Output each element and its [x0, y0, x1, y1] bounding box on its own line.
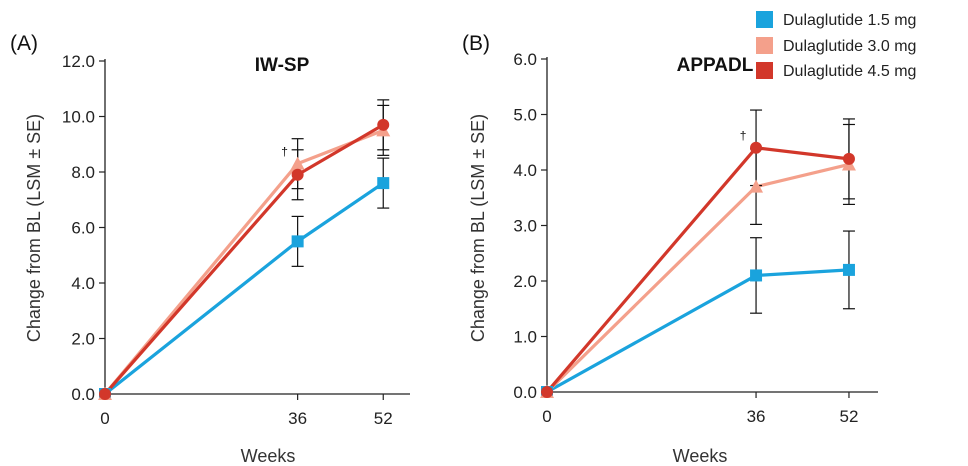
panel-b-y-tick-label: 0.0 — [513, 383, 537, 402]
panel-b-point-dulaglutide-3-0-mg — [749, 179, 764, 193]
panel-a-y-axis-label: Change from BL (LSM ± SE) — [24, 114, 44, 342]
panel-b-x-tick-label: 0 — [542, 407, 551, 426]
panel-a-point-dulaglutide-4-5-mg — [377, 118, 390, 131]
panel-a-y-tick-label: 10.0 — [62, 108, 95, 127]
panel-a-y-tick-label: 0.0 — [71, 385, 95, 404]
panel-a-chart: (A) IW-SP Weeks Change from BL (LSM ± SE… — [10, 32, 410, 466]
panel-a-point-dulaglutide-4-5-mg — [99, 388, 111, 400]
panel-b-y-tick-label: 3.0 — [513, 217, 537, 236]
legend-item-1-5mg: Dulaglutide 1.5 mg — [756, 11, 916, 29]
legend-swatch-3-0mg — [756, 37, 773, 54]
panel-b-series-line-dulaglutide-3-0-mg — [545, 162, 850, 394]
panel-b-y-tick-label: 2.0 — [513, 272, 537, 291]
panel-a-y-tick-label: 12.0 — [62, 52, 95, 71]
panel-b-y-tick-label: 1.0 — [513, 328, 537, 347]
panel-a-x-tick-label: 52 — [374, 409, 393, 428]
panel-a-annotation-dagger: † — [281, 144, 288, 158]
panel-b-title: APPADL — [677, 55, 754, 76]
panel-a-y-tick-label: 2.0 — [71, 330, 95, 349]
panel-a-label: (A) — [10, 32, 38, 55]
panel-a-series-line-dulaglutide-3-0-mg — [103, 128, 384, 396]
panel-a-y-tick-label: 8.0 — [71, 163, 95, 182]
panel-a-point-dulaglutide-1-5-mg — [377, 177, 390, 190]
panel-a-x-tick-label: 36 — [288, 409, 307, 428]
legend-swatch-4-5mg — [756, 62, 773, 79]
panel-a-title: IW-SP — [255, 55, 310, 76]
panel-b-x-tick-label: 52 — [840, 407, 859, 426]
panel-a-point-dulaglutide-4-5-mg — [291, 168, 304, 181]
panel-b-y-axis-label: Change from BL (LSM ± SE) — [468, 114, 488, 342]
panel-b-plot-area: 0.0 1.0 2.0 3.0 4.0 5.0 6.0 0 36 52 † — [513, 50, 878, 426]
panel-b-annotation-dagger: † — [740, 128, 747, 142]
legend-label-1-5mg: Dulaglutide 1.5 mg — [783, 12, 916, 29]
panel-b-series-line-dulaglutide-4-5-mg — [545, 146, 850, 394]
panel-b-x-axis-label: Weeks — [673, 446, 728, 466]
panel-b-y-tick-label: 6.0 — [513, 50, 537, 69]
panel-b-y-tick-label: 5.0 — [513, 106, 537, 125]
panel-b-x-tick-label: 36 — [747, 407, 766, 426]
panel-a-point-dulaglutide-1-5-mg — [291, 235, 304, 248]
panel-b-chart: (B) APPADL Weeks Change from BL (LSM ± S… — [462, 32, 878, 466]
panel-a-x-axis-label: Weeks — [241, 446, 296, 466]
panel-b-point-dulaglutide-1-5-mg — [842, 263, 855, 276]
panel-a-plot-area: 0.0 2.0 4.0 6.0 8.0 10.0 12.0 0 36 52 † — [62, 52, 410, 428]
legend-label-4-5mg: Dulaglutide 4.5 mg — [783, 63, 916, 80]
panel-b-point-dulaglutide-1-5-mg — [750, 269, 763, 282]
panel-b-point-dulaglutide-4-5-mg — [541, 386, 553, 398]
legend: Dulaglutide 1.5 mg Dulaglutide 3.0 mg Du… — [756, 11, 916, 80]
panel-b-point-dulaglutide-4-5-mg — [842, 152, 855, 165]
panel-a-series-line-dulaglutide-1-5-mg — [104, 181, 385, 396]
panel-b-y-tick-label: 4.0 — [513, 161, 537, 180]
panel-b-point-dulaglutide-4-5-mg — [750, 141, 763, 154]
panel-b-series-line-dulaglutide-1-5-mg — [546, 268, 850, 394]
panel-a-series-line-dulaglutide-4-5-mg — [103, 123, 385, 396]
panel-a-x-tick-label: 0 — [100, 409, 109, 428]
legend-item-4-5mg: Dulaglutide 4.5 mg — [756, 62, 916, 80]
panel-a-y-tick-label: 6.0 — [71, 219, 95, 238]
panel-a-y-tick-label: 4.0 — [71, 274, 95, 293]
legend-swatch-1-5mg — [756, 11, 773, 28]
panel-b-label: (B) — [462, 32, 490, 55]
legend-label-3-0mg: Dulaglutide 3.0 mg — [783, 38, 916, 55]
panel-a-point-dulaglutide-3-0-mg — [290, 156, 305, 170]
legend-item-3-0mg: Dulaglutide 3.0 mg — [756, 37, 916, 55]
